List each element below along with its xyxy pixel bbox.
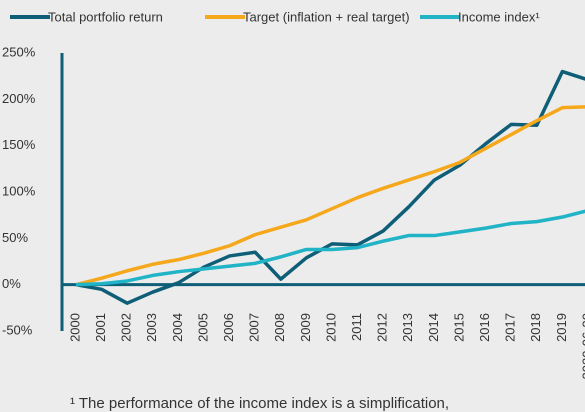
x-tick-label: 2016 bbox=[477, 313, 492, 342]
x-tick-label: 2007 bbox=[247, 313, 262, 342]
x-tick-label: 2010 bbox=[323, 313, 338, 342]
series-line bbox=[75, 105, 585, 287]
legend-label: Target (inflation + real target) bbox=[243, 9, 410, 24]
x-tick-label: 2011 bbox=[349, 313, 364, 341]
y-tick-label: 50% bbox=[2, 230, 28, 245]
x-tick-label: 2015 bbox=[451, 313, 466, 342]
x-tick-label: 2019 bbox=[554, 313, 569, 342]
y-tick-label: 150% bbox=[2, 137, 36, 152]
x-tick-label: 2000 bbox=[67, 313, 82, 342]
legend-label: Income index¹ bbox=[458, 9, 540, 24]
x-tick-label: 2013 bbox=[400, 313, 415, 342]
y-tick-label: 250% bbox=[2, 44, 36, 59]
x-tick-label: 2001 bbox=[93, 313, 108, 342]
y-tick-label: -50% bbox=[2, 322, 33, 337]
x-tick-label: 2012 bbox=[375, 313, 390, 342]
series-line bbox=[75, 209, 585, 287]
footnote: ¹ The performance of the income index is… bbox=[70, 395, 449, 412]
y-tick-label: 0% bbox=[2, 276, 21, 291]
series-line bbox=[75, 69, 585, 305]
legend-label: Total portfolio return bbox=[48, 9, 163, 24]
x-tick-label: 2018 bbox=[528, 313, 543, 342]
x-tick-label: 2006 bbox=[221, 313, 236, 342]
x-tick-label: 2020-06-30 bbox=[579, 313, 585, 380]
x-tick-label: 2005 bbox=[195, 313, 210, 342]
x-tick-label: 2017 bbox=[503, 313, 518, 342]
y-tick-label: 200% bbox=[2, 91, 36, 106]
x-tick-label: 2003 bbox=[144, 313, 159, 342]
y-tick-label: 100% bbox=[2, 183, 36, 198]
x-tick-label: 2014 bbox=[426, 313, 441, 342]
x-tick-label: 2008 bbox=[272, 313, 287, 342]
x-tick-label: 2004 bbox=[170, 313, 185, 342]
x-tick-label: 2002 bbox=[119, 313, 134, 342]
x-tick-label: 2009 bbox=[298, 313, 313, 342]
